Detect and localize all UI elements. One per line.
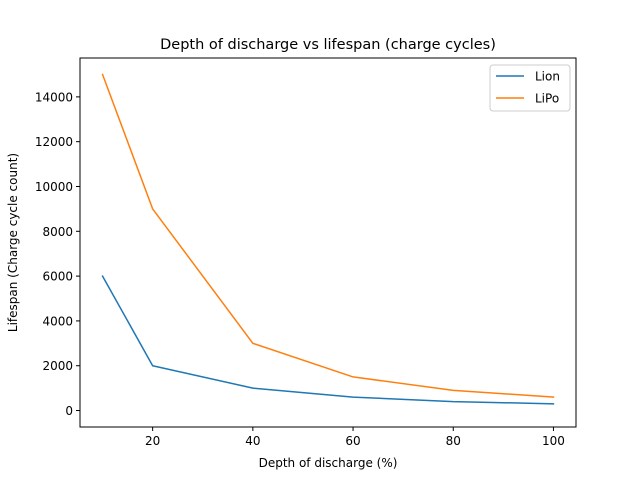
x-tick-label: 80 [446,434,461,448]
plot-area-frame [79,57,577,428]
x-axis: 20 40 60 80 100 [145,427,565,448]
chart-title: Depth of discharge vs lifespan (charge c… [160,37,496,53]
legend-label-lion: Lion [535,70,560,84]
y-axis-label: Lifespan (Charge cycle count) [6,153,20,332]
x-axis-label: Depth of discharge (%) [259,456,398,470]
y-tick-label: 10000 [35,180,73,194]
y-tick-label: 2000 [42,359,73,373]
series-layer [101,73,555,405]
x-tick-label: 60 [345,434,360,448]
y-tick-label: 8000 [42,225,73,239]
legend-label-lipo: LiPo [535,92,559,106]
y-tick-label: 4000 [42,314,73,328]
y-tick-label: 6000 [42,270,73,284]
y-tick-label: 14000 [35,90,73,104]
legend: Lion LiPo [489,64,571,112]
y-tick-label: 0 [65,404,73,418]
x-tick-label: 100 [542,434,565,448]
x-tick-label: 40 [245,434,260,448]
series-line-lipo [101,73,555,398]
y-tick-label: 12000 [35,135,73,149]
x-tick-label: 20 [145,434,160,448]
y-axis: 0 2000 4000 6000 8000 10000 12000 14000 [35,90,80,418]
series-line-lion [101,275,555,405]
